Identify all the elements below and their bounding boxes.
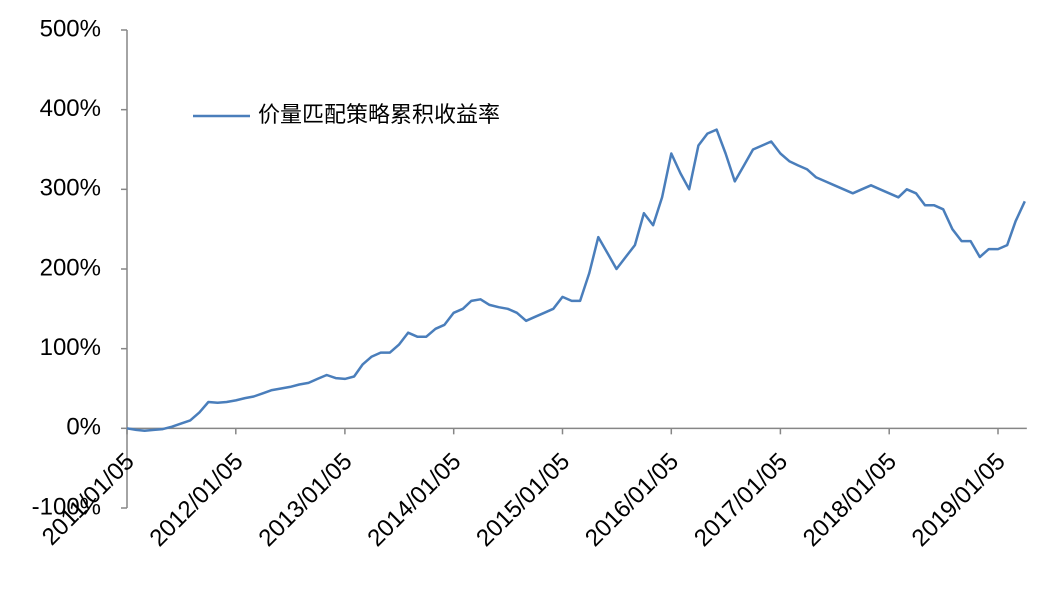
x-tick-label: 2019/01/05 — [907, 448, 1011, 552]
x-tick-label: 2018/01/05 — [798, 448, 902, 552]
x-tick-label: 2017/01/05 — [689, 448, 793, 552]
x-tick-label: 2014/01/05 — [362, 448, 466, 552]
x-tick-label: 2012/01/05 — [144, 448, 248, 552]
x-tick-label: 2013/01/05 — [254, 448, 358, 552]
x-tick-label: 2015/01/05 — [471, 448, 575, 552]
y-tick-label: 400% — [40, 95, 101, 122]
y-tick-label: -100% — [32, 493, 101, 520]
y-tick-label: 200% — [40, 254, 101, 281]
y-tick-label: 100% — [40, 334, 101, 361]
y-tick-label: 300% — [40, 175, 101, 202]
x-tick-label: 2016/01/05 — [580, 448, 684, 552]
y-tick-label: 500% — [40, 15, 101, 42]
data-line — [126, 128, 1026, 432]
y-tick-label: 0% — [66, 414, 101, 441]
legend-label: 价量匹配策略累积收益率 — [258, 103, 500, 128]
